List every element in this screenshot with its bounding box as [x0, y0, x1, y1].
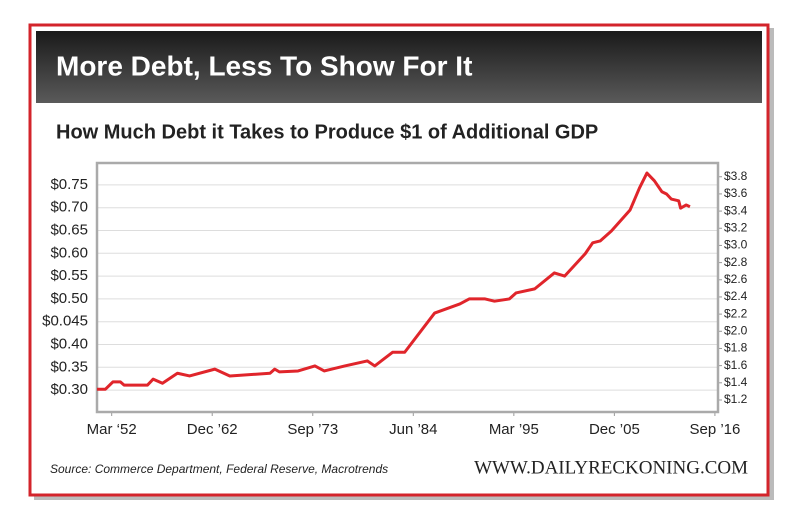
- x-tick-label: Mar ’95: [489, 421, 539, 438]
- y2-tick-label: $2.8: [724, 255, 748, 269]
- y-tick-label: $0.045: [42, 313, 88, 330]
- y-tick-label: $0.50: [50, 290, 88, 307]
- y2-tick-label: $2.2: [724, 306, 748, 320]
- y2-tick-label: $3.4: [724, 203, 748, 217]
- y-tick-label: $0.60: [50, 244, 88, 261]
- chart-title: More Debt, Less To Show For It: [56, 50, 472, 81]
- y2-tick-label: $2.0: [724, 323, 748, 337]
- y2-tick-label: $2.4: [724, 289, 748, 303]
- y-tick-label: $0.30: [50, 381, 88, 398]
- y2-tick-label: $3.2: [724, 220, 748, 234]
- x-tick-label: Jun ’84: [389, 421, 437, 438]
- y2-tick-label: $3.0: [724, 238, 748, 252]
- y-tick-label: $0.70: [50, 199, 88, 216]
- y-tick-label: $0.75: [50, 176, 88, 193]
- y2-tick-label: $2.6: [724, 272, 748, 286]
- y-tick-label: $0.55: [50, 267, 88, 284]
- y2-tick-label: $1.6: [724, 358, 748, 372]
- y-tick-label: $0.40: [50, 335, 88, 352]
- x-tick-label: Sep ’73: [287, 421, 338, 438]
- source: Source: Commerce Department, Federal Res…: [50, 462, 388, 476]
- header-bar: [36, 31, 762, 103]
- x-tick-label: Mar ‘52: [87, 421, 137, 438]
- x-tick-label: Dec ’05: [589, 421, 640, 438]
- frame: [28, 23, 770, 497]
- y-tick-label: $0.35: [50, 358, 88, 375]
- website: WWW.DAILYRECKONING.COM: [474, 457, 748, 478]
- y2-tick-label: $1.8: [724, 341, 748, 355]
- x-tick-label: Dec ’62: [187, 421, 238, 438]
- y2-tick-label: $1.2: [724, 392, 748, 406]
- x-tick-label: Sep ’16: [689, 421, 740, 438]
- y-tick-label: $0.65: [50, 221, 88, 238]
- y2-tick-label: $3.8: [724, 169, 748, 183]
- y2-tick-label: $3.6: [724, 186, 748, 200]
- chart-subtitle: How Much Debt it Takes to Produce $1 of …: [56, 121, 598, 143]
- y2-tick-label: $1.4: [724, 375, 748, 389]
- data-line: [97, 171, 691, 391]
- plot-border: [95, 161, 720, 414]
